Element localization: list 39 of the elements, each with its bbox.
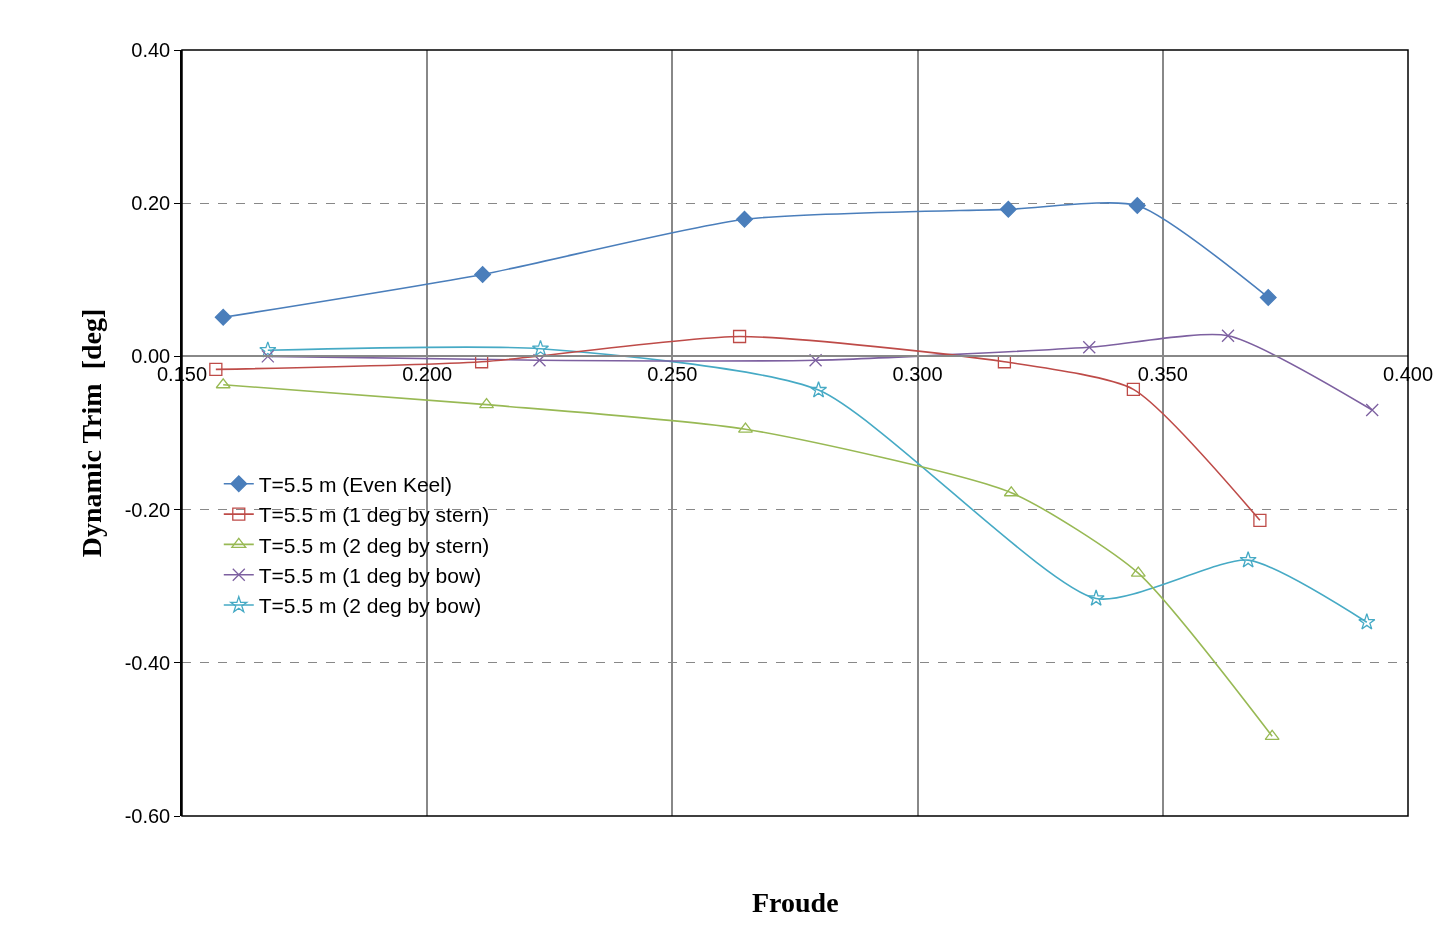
point xyxy=(1239,551,1257,568)
point xyxy=(214,308,232,326)
point xyxy=(532,353,547,367)
x-tick-label: 0.350 xyxy=(1137,363,1188,386)
x-tick-label: 0.250 xyxy=(647,363,698,386)
y-tick-label: 0.40 xyxy=(131,39,171,61)
y-axis-title: Dynamic Trim [deg] xyxy=(75,308,107,558)
point xyxy=(1128,197,1146,214)
legend-label: T=5.5 m (Even Keel) xyxy=(258,472,452,496)
point xyxy=(531,339,550,357)
legend-label: T=5.5 m (2 deg by stern) xyxy=(258,533,490,557)
point xyxy=(261,349,275,364)
point xyxy=(999,200,1017,218)
point xyxy=(209,362,223,377)
legend-label: T=5.5 m (1 deg by stern) xyxy=(258,503,490,527)
point xyxy=(1259,288,1277,306)
point xyxy=(259,341,277,358)
legend-label: T=5.5 m (2 deg by bow) xyxy=(258,594,482,618)
x-tick-label: 0.300 xyxy=(892,363,943,386)
y-tick-label: -0.60 xyxy=(124,805,171,827)
x-tick-label: 0.200 xyxy=(402,363,453,386)
y-tick-label: -0.20 xyxy=(124,498,171,521)
point xyxy=(1253,513,1267,527)
legend-label: T=5.5 m (1 deg by bow) xyxy=(258,563,482,587)
point xyxy=(474,265,492,283)
x-axis-title: Froude xyxy=(752,887,839,918)
point xyxy=(1221,329,1235,343)
point xyxy=(1358,613,1376,630)
point xyxy=(736,210,753,228)
point xyxy=(1082,340,1096,354)
point xyxy=(808,353,823,367)
y-tick-label: 0.00 xyxy=(131,345,171,368)
point xyxy=(732,329,747,344)
y-tick-label: -0.40 xyxy=(124,651,171,674)
point xyxy=(809,381,828,398)
point xyxy=(1087,589,1105,606)
point xyxy=(1365,403,1379,417)
point xyxy=(1126,382,1141,396)
y-tick-label: 0.20 xyxy=(131,192,171,215)
